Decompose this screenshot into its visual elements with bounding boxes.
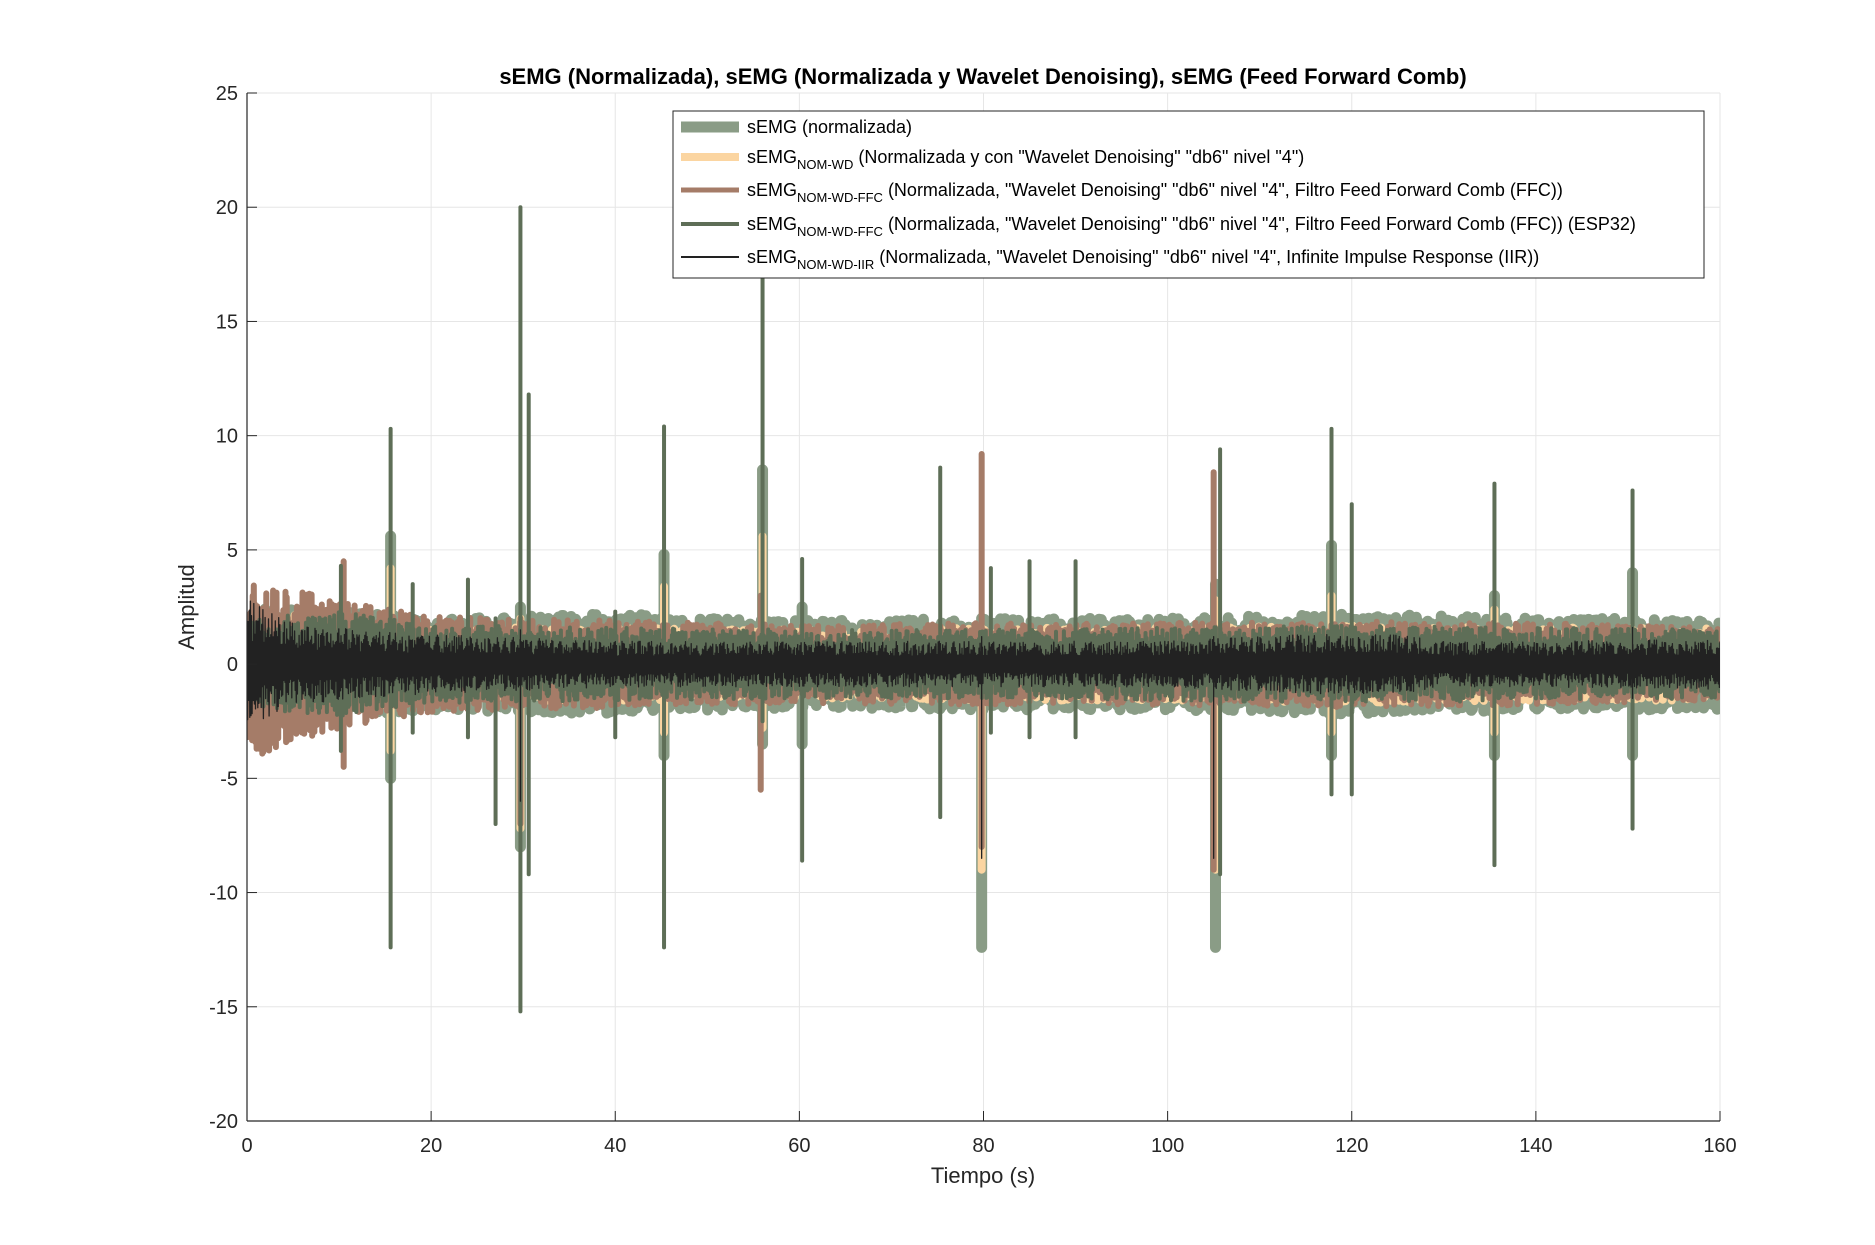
tick-labels: 0 20 40 60 80 100 120 140 160 -20 -15 -10 -5 0 5 10 15 20… <box>209 83 1737 1157</box>
x-tick-label-3: 60 <box>788 1135 810 1157</box>
y-tick-label-9: 25 <box>216 83 238 105</box>
y-tick-label-2: -10 <box>209 883 238 905</box>
y-tick-label-1: -15 <box>209 997 238 1019</box>
legend-items: sEMG (normalizada) sEMGNOM-WD (Normalizad… <box>681 117 1636 272</box>
axes <box>246 92 1721 1122</box>
y-tick-label-0: -20 <box>209 1111 238 1133</box>
series-layer <box>247 205 1720 1014</box>
legend[interactable]: sEMG (normalizada) sEMGNOM-WD (Normalizad… <box>672 110 1705 279</box>
series-5-line <box>247 600 1720 721</box>
legend-box <box>672 110 1705 279</box>
y-tick-label-7: 15 <box>216 311 238 333</box>
y-tick-label-6: 10 <box>216 426 238 448</box>
legend-label-4: sEMGNOM-WD-FFC (Normalizada, "Wavelet De… <box>747 214 1636 239</box>
x-tick-label-2: 40 <box>604 1135 626 1157</box>
y-tick-label-4: 0 <box>227 654 238 676</box>
x-tick-label-0: 0 <box>241 1135 252 1157</box>
chart-title: sEMG (Normalizada), sEMG (Normalizada y … <box>499 64 1466 89</box>
x-tick-label-6: 120 <box>1335 1135 1368 1157</box>
x-tick-label-7: 140 <box>1519 1135 1552 1157</box>
y-tick-label-3: -5 <box>220 768 238 790</box>
x-tick-label-4: 80 <box>972 1135 994 1157</box>
legend-label-3: sEMGNOM-WD-FFC (Normalizada, "Wavelet De… <box>747 180 1563 205</box>
x-tick-label-5: 100 <box>1151 1135 1184 1157</box>
x-axis-label: Tiempo (s) <box>931 1163 1035 1188</box>
x-tick-label-8: 160 <box>1703 1135 1736 1157</box>
y-tick-label-5: 5 <box>227 540 238 562</box>
legend-label-5: sEMGNOM-WD-IIR (Normalizada, "Wavelet De… <box>747 247 1539 272</box>
legend-label-1: sEMG (normalizada) <box>747 117 912 137</box>
x-tick-label-1: 20 <box>420 1135 442 1157</box>
y-tick-label-8: 20 <box>216 197 238 219</box>
legend-label-2: sEMGNOM-WD (Normalizada y con "Wavelet D… <box>747 147 1304 172</box>
y-axis-label: Amplitud <box>174 564 199 650</box>
